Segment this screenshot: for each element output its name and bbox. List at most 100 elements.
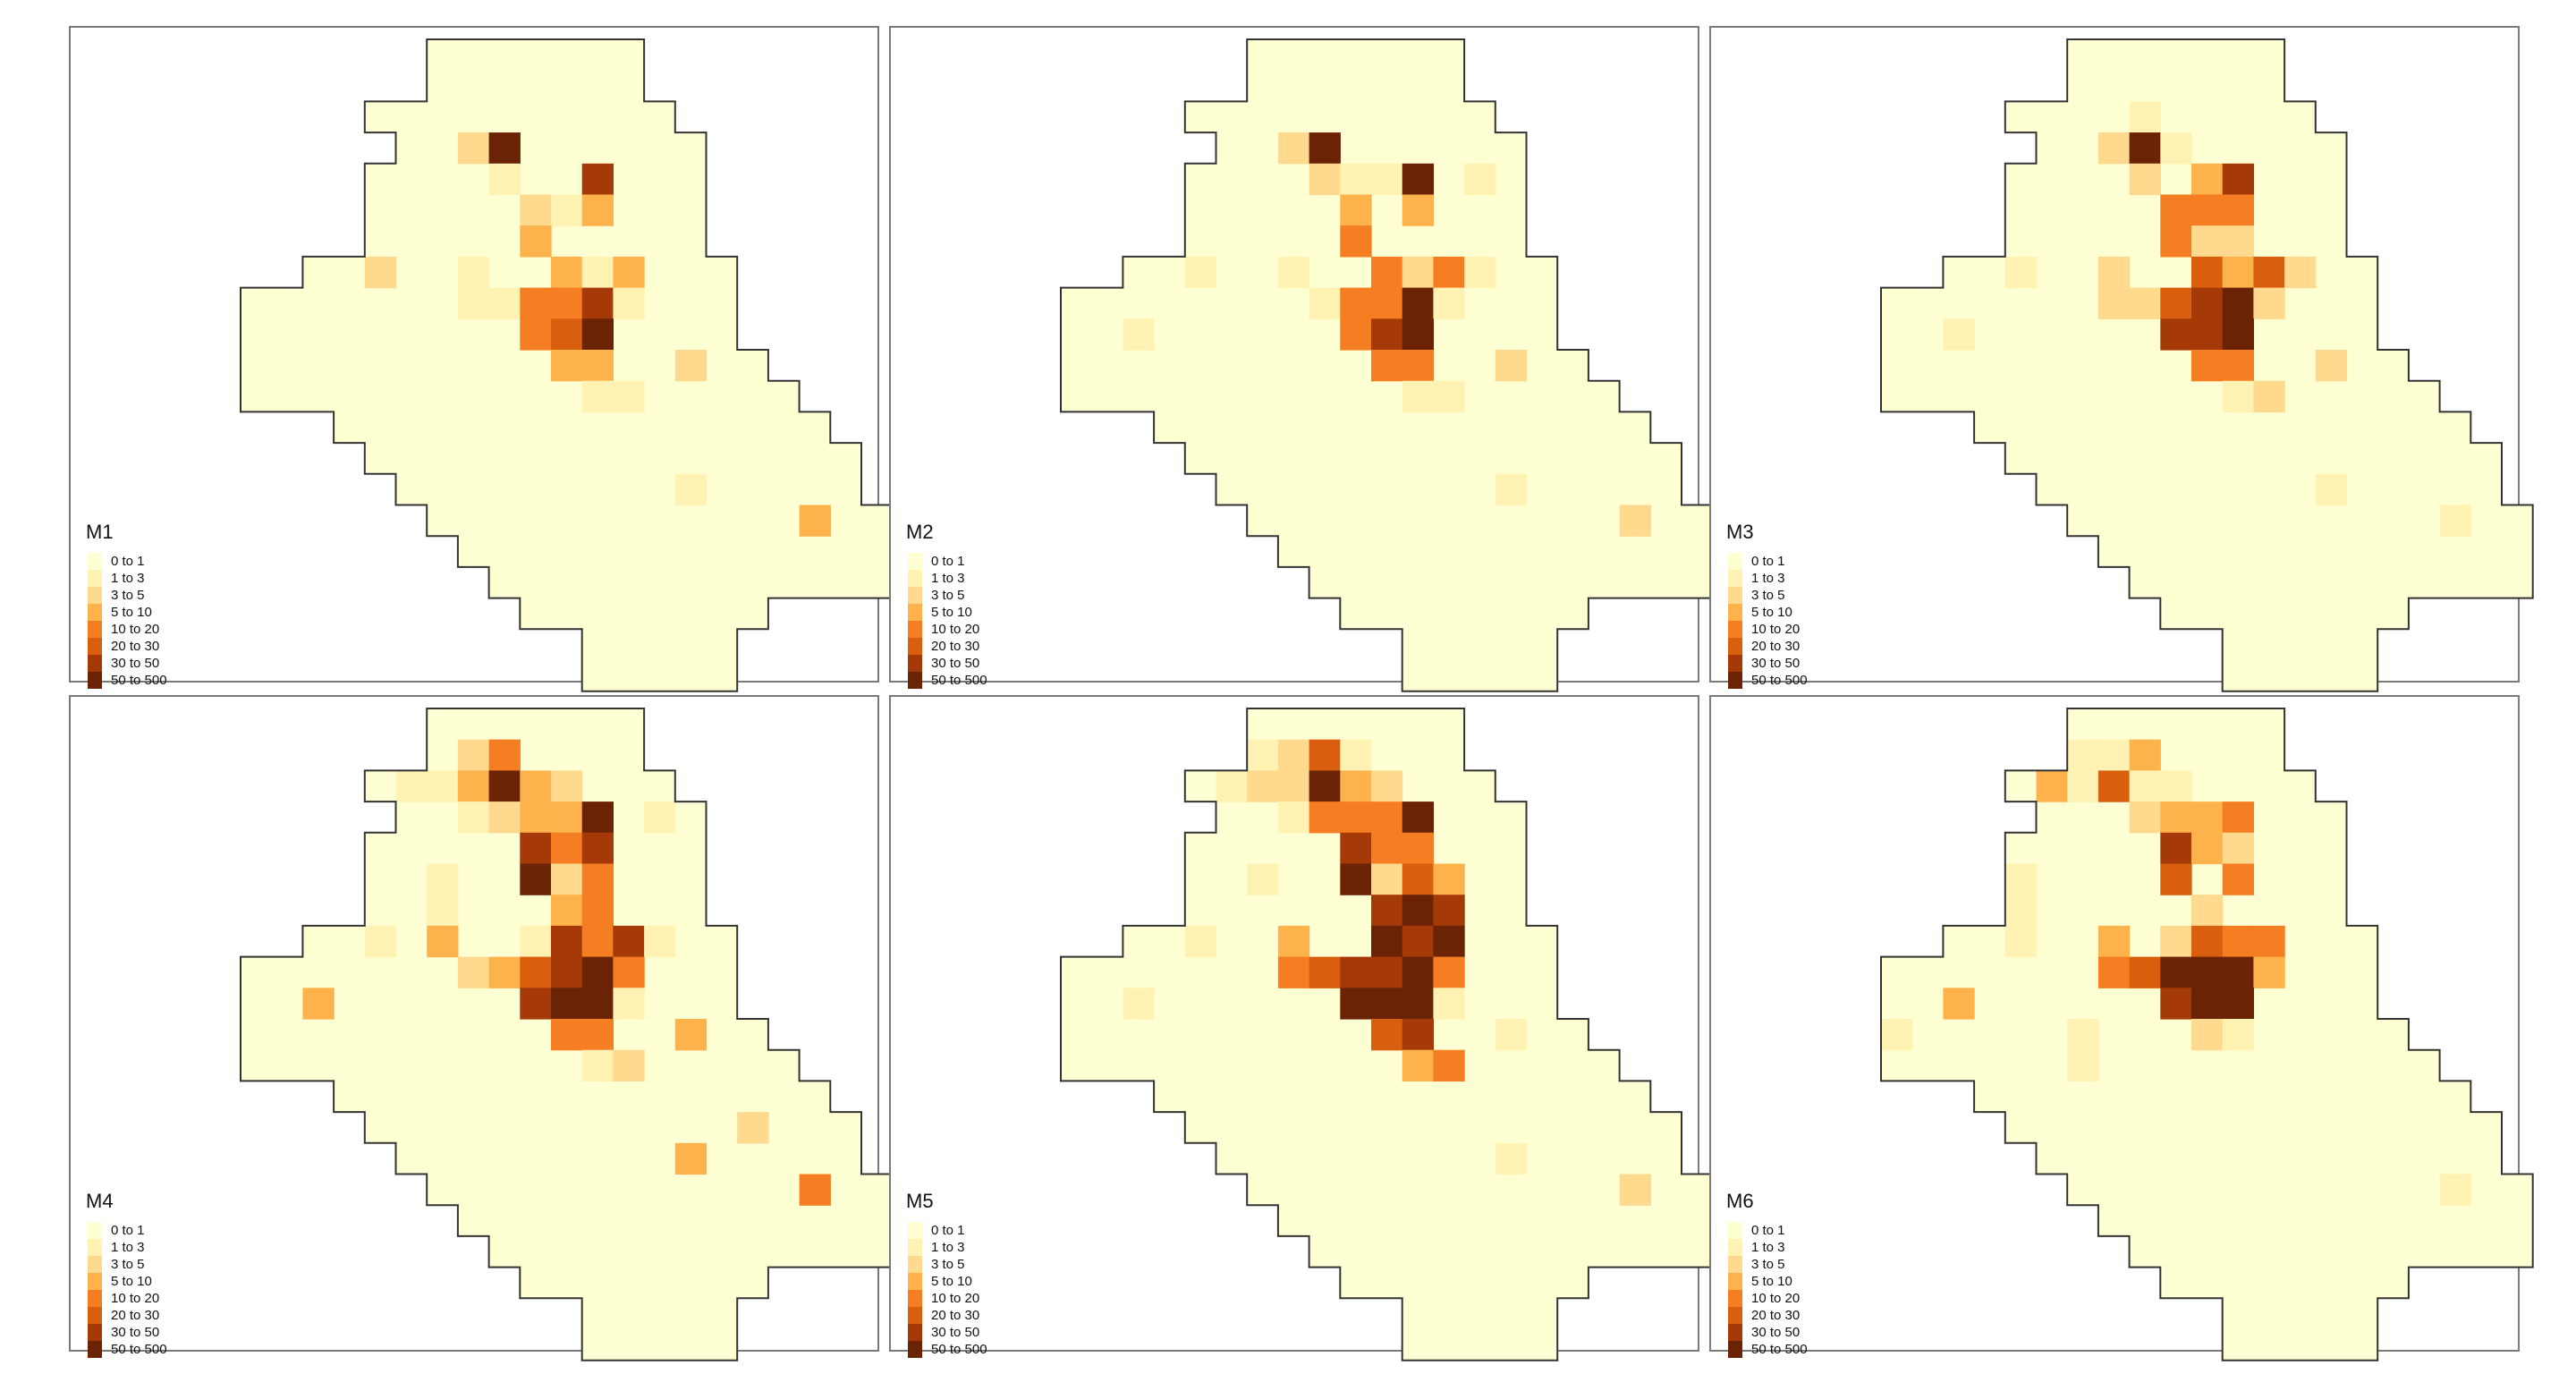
map-cell-3-to-5 xyxy=(457,956,490,988)
map-cell xyxy=(1464,1049,1496,1081)
map-cell xyxy=(1277,70,1310,102)
map-cell xyxy=(737,1049,769,1081)
map-cell xyxy=(395,473,428,506)
map-cell xyxy=(2129,1049,2161,1081)
legend-swatch xyxy=(1728,1290,1742,1307)
legend-swatch xyxy=(88,587,102,604)
map-cell xyxy=(520,163,552,196)
map-cell xyxy=(674,895,708,927)
map-cell-5-to-10 xyxy=(1433,863,1465,895)
map-cell xyxy=(427,256,459,289)
map-cell xyxy=(613,629,645,661)
legend-label: 50 to 500 xyxy=(111,1342,167,1357)
map-cell xyxy=(1402,1298,1434,1330)
legend-label: 10 to 20 xyxy=(1751,622,1800,637)
map-cell xyxy=(2470,1112,2503,1144)
map-cell xyxy=(644,598,676,630)
map-cell xyxy=(1216,988,1248,1020)
map-cell xyxy=(737,350,769,382)
legend-label: 0 to 1 xyxy=(1751,1223,1785,1238)
legend-swatch xyxy=(1728,638,1742,655)
map-cell-5-to-10 xyxy=(520,770,552,802)
map-cell-3-to-5 xyxy=(2222,832,2254,865)
map-cell xyxy=(488,1081,521,1113)
legend-swatch xyxy=(908,1307,922,1324)
map-cell xyxy=(551,598,583,630)
map-cell xyxy=(1526,256,1558,289)
legend-swatch xyxy=(88,604,102,621)
map-cell xyxy=(457,70,490,102)
map-cell xyxy=(2284,1112,2317,1144)
map-cell xyxy=(2097,1174,2131,1206)
map-cell xyxy=(1340,1235,1372,1268)
map-cell xyxy=(1495,411,1528,444)
map-cell xyxy=(2284,1329,2317,1361)
map-cell xyxy=(2222,895,2254,927)
map-cell-30-to-50 xyxy=(2160,988,2192,1020)
map-cell xyxy=(395,925,428,958)
map-cell xyxy=(2284,598,2317,630)
map-cell xyxy=(1340,132,1372,165)
map-cell xyxy=(2470,505,2503,537)
map-cell xyxy=(1650,505,1682,537)
map-cell xyxy=(2284,473,2317,506)
map-cell xyxy=(520,505,552,537)
map-cell xyxy=(1371,1267,1403,1299)
map-cell xyxy=(2129,863,2161,895)
legend-label: 20 to 30 xyxy=(931,639,979,654)
map-cell xyxy=(706,350,738,382)
map-cell xyxy=(1371,1049,1403,1081)
map-cell xyxy=(520,895,552,927)
map-cell xyxy=(2097,163,2131,196)
map-cell-1-to-3 xyxy=(2004,863,2038,895)
map-cell xyxy=(799,1235,831,1268)
map-cell xyxy=(2284,1174,2317,1206)
map-cell xyxy=(1184,770,1217,802)
map-cell xyxy=(1309,443,1341,475)
map-cell xyxy=(1588,1205,1621,1237)
map-cell-3-to-5 xyxy=(1277,739,1310,771)
map-cell xyxy=(2160,1112,2192,1144)
map-cell-5-to-10 xyxy=(2036,770,2068,802)
map-cell xyxy=(1526,505,1558,537)
map-cell xyxy=(395,1112,428,1144)
map-cell-5-to-10 xyxy=(2097,925,2131,958)
map-cell xyxy=(644,287,676,319)
map-cell xyxy=(334,380,366,412)
map-cell xyxy=(1464,598,1496,630)
map-cell xyxy=(799,411,831,444)
map-cell xyxy=(2346,473,2378,506)
map-cell xyxy=(241,287,273,319)
map-cell-1-to-3 xyxy=(2439,1174,2471,1206)
map-cell xyxy=(2191,1205,2224,1237)
map-cell xyxy=(1943,350,1975,382)
map-cell xyxy=(241,318,273,351)
map-cell xyxy=(1309,194,1341,226)
map-cell xyxy=(2004,956,2038,988)
map-cell xyxy=(767,536,801,568)
region-outline xyxy=(1060,708,1714,1361)
map-cell xyxy=(1184,318,1217,351)
region-outline xyxy=(1880,708,2534,1361)
map-cell xyxy=(1526,1081,1558,1113)
legend-label: 1 to 3 xyxy=(1751,571,1785,586)
map-cell xyxy=(2097,411,2131,444)
map-cell xyxy=(488,39,521,72)
map-cell xyxy=(1881,988,1913,1020)
map-cell xyxy=(2253,802,2285,834)
map-cell-5-to-10 xyxy=(581,194,614,226)
map-cell xyxy=(1061,380,1093,412)
map-cell xyxy=(2315,1142,2348,1175)
map-cell xyxy=(427,287,459,319)
map-cell xyxy=(1433,708,1465,741)
map-cell xyxy=(1061,1019,1093,1051)
map-cell xyxy=(551,132,583,165)
map-cell-3-to-5 xyxy=(1371,770,1403,802)
map-cell xyxy=(457,988,490,1020)
map-cell xyxy=(2346,598,2378,630)
map-cell-30-to-50 xyxy=(1402,1019,1434,1051)
map-cell xyxy=(1154,988,1186,1020)
map-cell xyxy=(1371,1142,1403,1175)
map-cell xyxy=(1433,1112,1465,1144)
map-cell xyxy=(2346,1081,2378,1113)
